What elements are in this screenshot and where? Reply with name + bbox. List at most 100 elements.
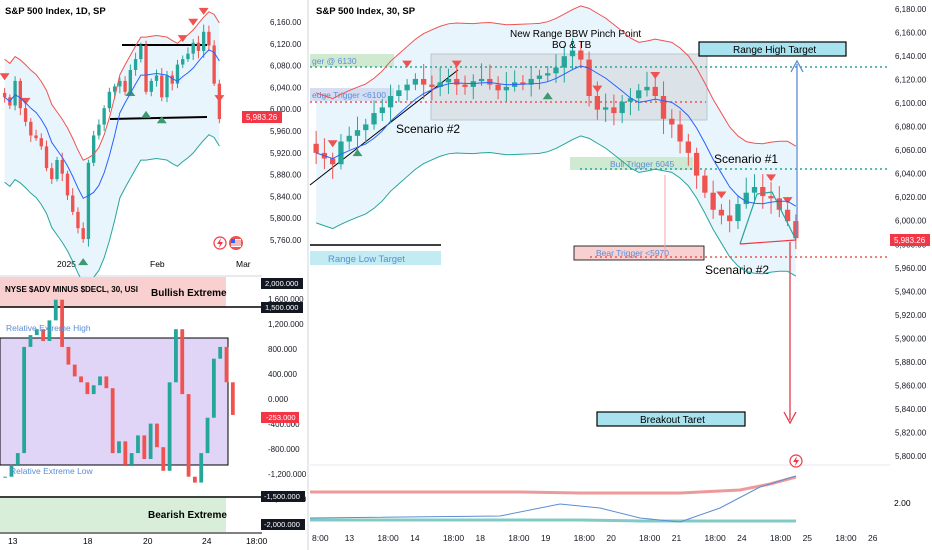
candle-body — [23, 108, 28, 122]
candle-body — [196, 42, 201, 51]
advance-decline-chart[interactable]: NYSE $ADV MINUS $DECL, 30, USI Bullish E… — [0, 277, 307, 546]
adv-bar — [41, 329, 46, 341]
candle-body — [553, 67, 559, 74]
trigger-6100-label: edge Trigger <6100 — [312, 90, 386, 100]
candle-body — [619, 101, 625, 114]
candle-body — [594, 96, 601, 110]
candle-body — [586, 59, 592, 96]
buy-marker — [542, 92, 553, 100]
candle-body — [743, 192, 749, 205]
daily-y-axis: 6,160.00 6,120.00 6,080.00 6,040.00 6,000.00… — [270, 18, 302, 245]
y-tick-label: 5,840.00 — [270, 192, 302, 201]
candle-body — [191, 42, 195, 54]
flash-icon[interactable] — [789, 454, 803, 468]
level-tag-neg1500: -1,500.000 — [264, 492, 300, 501]
candle-body — [545, 73, 551, 76]
intraday-price-tag: 5,983.26 — [894, 236, 926, 245]
y-tick-label: 6,120.00 — [270, 40, 302, 49]
x-tick-label: 21 — [672, 533, 682, 543]
candle-body — [503, 86, 510, 91]
buy-marker — [141, 110, 152, 118]
adv-x-tick: 20 — [143, 536, 153, 546]
sell-marker — [327, 140, 338, 148]
breakout-label: Breakout Taret — [640, 415, 705, 426]
candle-body — [201, 31, 206, 51]
adv-bar — [98, 376, 102, 386]
adv-bar — [161, 447, 166, 471]
adv-bar — [85, 382, 90, 395]
y-tick-label: 6,080.00 — [895, 123, 927, 132]
y-tick-label: 5,920.00 — [895, 311, 927, 320]
x-tick-label: 20 — [606, 533, 616, 543]
candle-body — [710, 192, 716, 210]
candle-body — [718, 209, 725, 216]
intraday-y-axis: 6,180.00 6,160.00 6,140.00 6,120.00 6,100.00… — [895, 5, 927, 461]
candle-body — [627, 98, 634, 102]
candle-body — [50, 168, 54, 180]
candle-body — [186, 53, 190, 60]
candle-body — [60, 160, 64, 174]
scenario-2-path — [739, 239, 797, 245]
range-low-label: Range Low Target — [328, 254, 405, 265]
candle-body — [784, 209, 791, 222]
candle-body — [175, 64, 180, 84]
bo-label: BO & TB — [552, 40, 592, 51]
candle-body — [421, 78, 427, 85]
candle-body — [702, 175, 708, 193]
sell-marker — [0, 73, 10, 81]
candle-body — [123, 80, 127, 92]
candle-body — [112, 86, 117, 92]
adv-y-axis: 1,600.000 1,200.000 800.000 400.000 0.000 -40… — [268, 295, 307, 504]
adv-x-tick: 13 — [8, 536, 18, 546]
y-tick-label: 6,060.00 — [895, 146, 927, 155]
range-low-box — [310, 251, 441, 265]
candle-body — [677, 124, 683, 142]
adv-bar — [34, 329, 39, 336]
daily-chart[interactable]: S&P 500 Index, 1D, SP 6,160.006,120.006,… — [0, 6, 302, 284]
candle-body — [751, 187, 758, 193]
level-tag-last: -253.000 — [266, 413, 296, 422]
flag-icon[interactable] — [229, 236, 243, 250]
level-tag — [261, 491, 305, 502]
relative-low-label: Relative Extreme Low — [10, 466, 94, 476]
adv-bar — [129, 453, 134, 465]
adv-bar — [9, 464, 14, 477]
sell-marker — [198, 7, 209, 15]
sell-marker — [592, 85, 603, 93]
candle-body — [102, 108, 106, 125]
candle-body — [768, 196, 774, 199]
buy-marker — [352, 149, 363, 157]
y-tick-label: 5,800.00 — [895, 452, 927, 461]
adv-bar — [148, 423, 153, 459]
x-tick-label: 26 — [868, 533, 878, 543]
x-tick-feb: Feb — [150, 259, 165, 269]
candle-body — [154, 75, 159, 81]
candle-body — [65, 173, 70, 196]
y-tick-label: 5,900.00 — [895, 334, 927, 343]
candle-body — [652, 86, 658, 96]
osc-tick: 2.00 — [894, 498, 911, 508]
y-tick-label: -800.000 — [268, 445, 300, 454]
candle-body — [569, 50, 576, 57]
candle-body — [660, 96, 667, 119]
candle-body — [793, 221, 799, 239]
x-tick-mar: Mar — [236, 259, 251, 269]
y-tick-label: 6,040.00 — [270, 83, 302, 92]
flash-icon[interactable] — [213, 236, 227, 250]
y-tick-label: 5,840.00 — [895, 405, 927, 414]
level-tag-1500: 1,500.000 — [265, 303, 298, 312]
candle-body — [160, 75, 164, 98]
candle-body — [528, 78, 534, 85]
candle-body — [536, 75, 543, 79]
x-tick-label: 24 — [737, 533, 747, 543]
up-arrow-head — [790, 59, 804, 73]
intraday-chart[interactable]: Range High Target Breakout Taret New Ran… — [309, 5, 930, 543]
candle-body — [387, 96, 394, 108]
candle-body — [165, 75, 169, 98]
pinch-label: New Range BBW Pinch Point — [510, 29, 641, 40]
y-tick-label: 5,760.00 — [270, 236, 302, 245]
candle-body — [429, 84, 435, 87]
adv-bar — [15, 453, 20, 465]
adv-bar — [218, 346, 223, 359]
adv-bar — [167, 382, 172, 471]
